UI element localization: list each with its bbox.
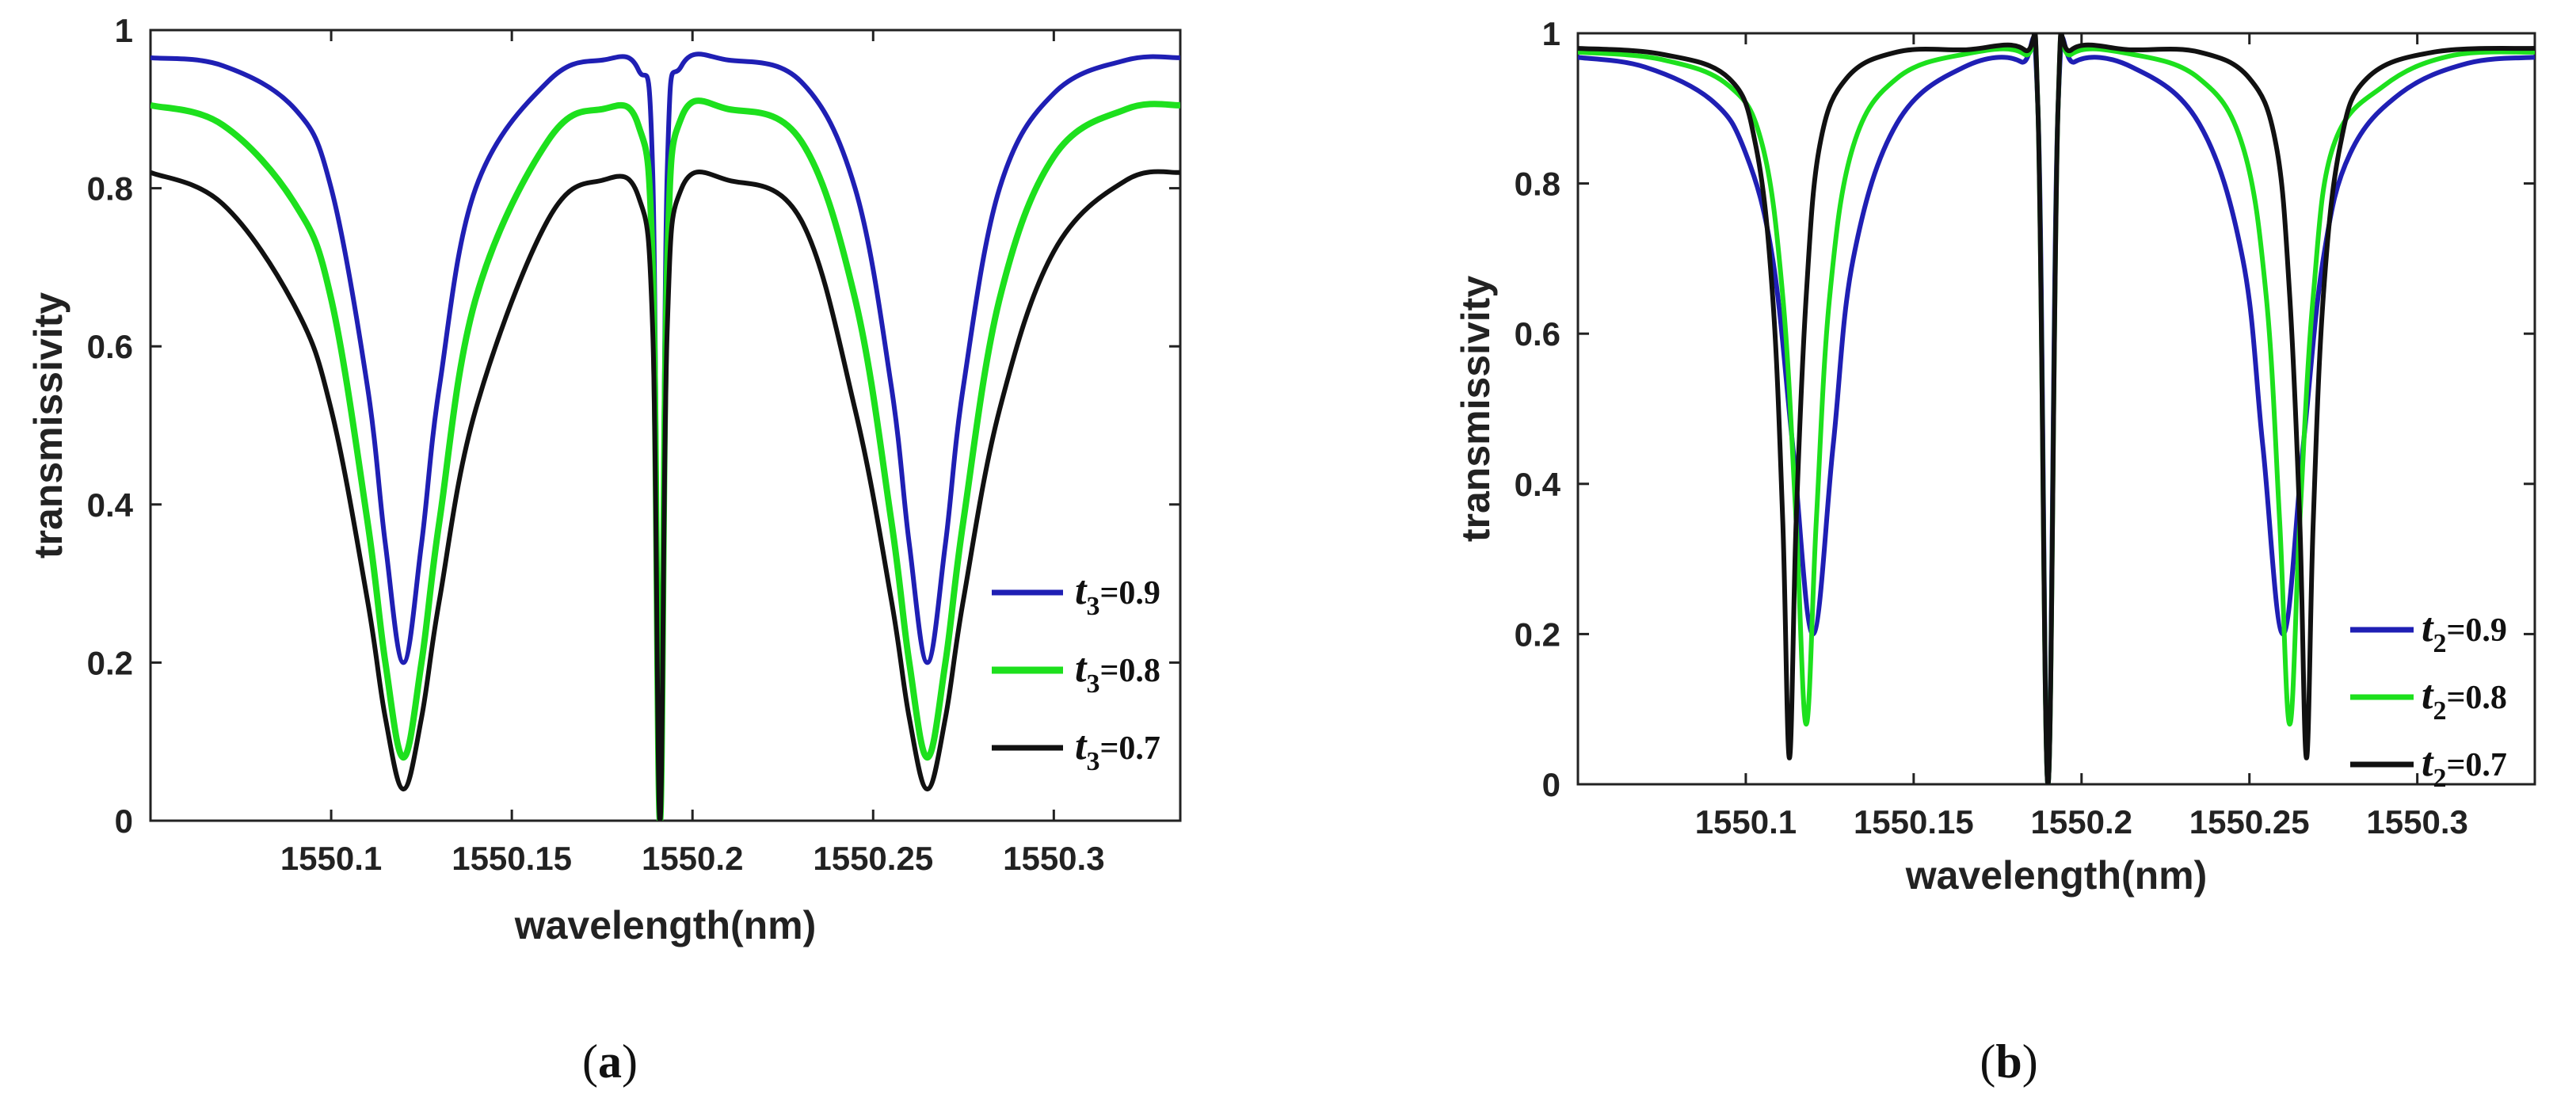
x-tick-label: 1550.15 [1854,803,1974,841]
legend-label: t2=0.7 [2422,740,2507,793]
x-tick-label: 1550.25 [813,840,933,877]
chart-panel-b: 0 0.2 0.4 0.6 0.8 1 1550.1 1550.15 1550.2 1550.25… [1454,15,2536,1088]
y-tick-label: 1 [1542,15,1560,52]
y-tick-label: 0.6 [1515,315,1560,353]
y-tick-label: 0.6 [87,328,133,365]
y-tick-label: 1 [115,12,133,49]
x-tick-label: 1550.1 [280,840,382,877]
x-tick-label: 1550.3 [2366,803,2467,841]
legend-label: t3=0.9 [1075,568,1160,621]
x-tick-label: 1550.15 [452,840,572,877]
y-tick-label: 0.2 [1515,616,1560,653]
x-tick-label: 1550.2 [2031,803,2132,841]
axis-ticks-a: 0 0.2 0.4 0.6 0.8 1 1550.1 1550.15 1550.2 1550.25… [87,12,1180,877]
y-tick-label: 0.2 [87,644,133,681]
series-line-t2-0-7 [1578,33,2535,784]
legend-label: t2=0.8 [2422,673,2507,726]
legend-a: t3=0.9 t3=0.8 t3=0.7 [992,568,1160,776]
x-tick-label: 1550.3 [1003,840,1104,877]
legend-b: t2=0.9 t2=0.8 t2=0.7 [2350,605,2507,793]
y-axis-label-b: transmissivity [1454,276,1498,542]
legend-label: t3=0.7 [1075,723,1160,776]
series-group-a [151,51,1180,821]
x-tick-label: 1550.1 [1695,803,1797,841]
y-axis-label-a: transmissivity [26,292,70,558]
series-line-t3-0-7 [151,169,1180,821]
axis-ticks-b: 0 0.2 0.4 0.6 0.8 1 1550.1 1550.15 1550.2 1550.25… [1515,15,2535,841]
chart-panel-a: 0 0.2 0.4 0.6 0.8 1 1550.1 1550.15 1550.2 1550.25… [26,12,1182,1088]
caption-a: (a) [582,1035,638,1088]
legend-label: t2=0.9 [2422,605,2507,658]
y-tick-label: 0 [115,802,133,840]
x-axis-label-b: wavelength(nm) [1905,853,2208,898]
series-group-b [1578,33,2535,784]
caption-b: (b) [1980,1035,2037,1088]
x-tick-label: 1550.25 [2189,803,2310,841]
x-axis-label-a: wavelength(nm) [514,903,817,947]
legend-label: t3=0.8 [1075,646,1160,699]
y-tick-label: 0 [1542,766,1560,803]
y-tick-label: 0.4 [87,486,134,524]
y-tick-label: 0.8 [1515,166,1560,203]
y-tick-label: 0.8 [87,170,133,208]
x-tick-label: 1550.2 [642,840,743,877]
y-tick-label: 0.4 [1515,466,1561,503]
